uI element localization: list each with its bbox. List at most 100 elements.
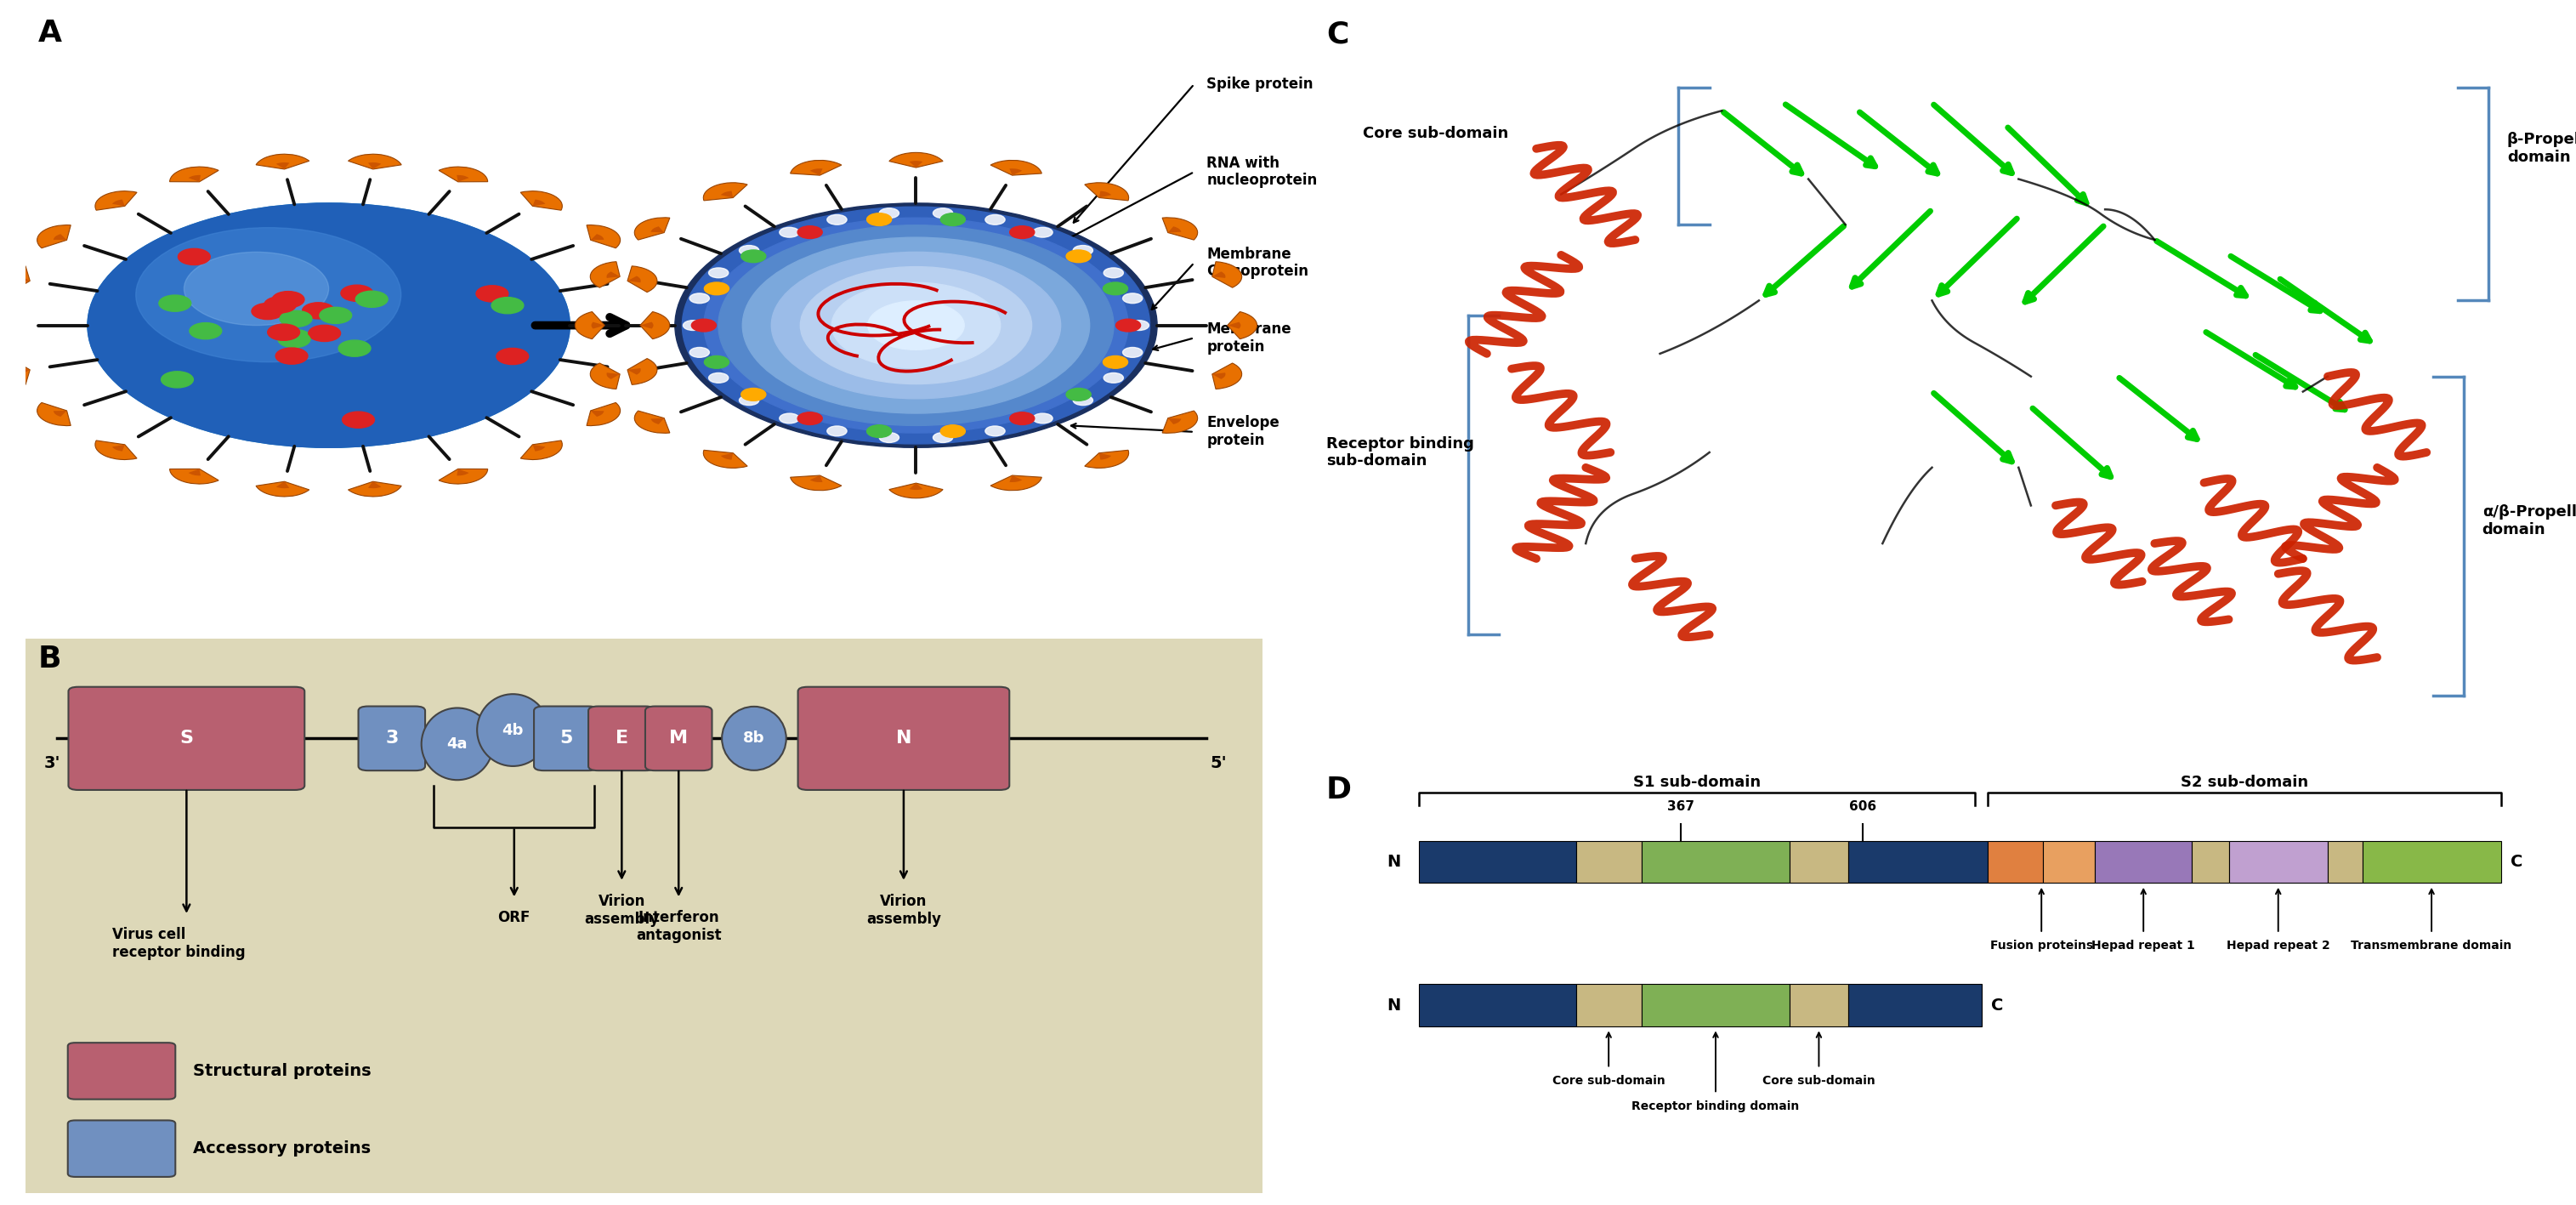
Circle shape (683, 207, 1149, 443)
Wedge shape (634, 411, 670, 433)
Text: D: D (1327, 776, 1352, 804)
Text: C: C (2512, 854, 2522, 870)
Circle shape (183, 252, 330, 325)
Circle shape (832, 283, 999, 368)
Circle shape (878, 208, 899, 218)
Wedge shape (992, 160, 1041, 175)
Text: Receptor binding
sub-domain: Receptor binding sub-domain (1327, 436, 1473, 469)
Text: Core sub-domain: Core sub-domain (1762, 1075, 1875, 1087)
Bar (1641, 984, 1790, 1027)
Wedge shape (909, 160, 922, 167)
Circle shape (497, 348, 528, 364)
Wedge shape (590, 363, 621, 389)
Circle shape (309, 325, 340, 341)
Text: N: N (1386, 854, 1401, 870)
Wedge shape (5, 322, 18, 329)
Wedge shape (639, 312, 670, 339)
Circle shape (252, 304, 283, 319)
Circle shape (111, 216, 546, 435)
Circle shape (1074, 246, 1092, 255)
Bar (2094, 841, 2192, 883)
Circle shape (160, 240, 497, 411)
Circle shape (1103, 268, 1123, 278)
Wedge shape (533, 200, 546, 206)
Circle shape (827, 427, 848, 436)
Wedge shape (809, 476, 822, 482)
Text: E: E (616, 730, 629, 747)
Text: Core sub-domain: Core sub-domain (1363, 125, 1510, 141)
Circle shape (88, 204, 569, 447)
Bar (1790, 984, 1847, 1027)
Circle shape (690, 347, 708, 358)
Circle shape (492, 298, 523, 313)
Circle shape (683, 321, 703, 330)
FancyBboxPatch shape (67, 1042, 175, 1099)
Wedge shape (54, 234, 67, 240)
Wedge shape (1162, 411, 1198, 433)
Text: Virion
assembly: Virion assembly (866, 894, 940, 927)
Text: 8b: 8b (744, 730, 765, 746)
Circle shape (719, 225, 1113, 425)
Wedge shape (791, 476, 842, 490)
Bar (1419, 984, 1577, 1027)
Wedge shape (276, 163, 289, 169)
Wedge shape (703, 451, 747, 468)
Circle shape (940, 213, 966, 225)
Circle shape (477, 286, 507, 301)
Circle shape (866, 425, 891, 437)
Circle shape (265, 296, 296, 313)
Wedge shape (1213, 363, 1242, 389)
Circle shape (1123, 293, 1144, 304)
Circle shape (240, 281, 417, 370)
Text: S: S (180, 730, 193, 747)
Circle shape (742, 237, 1090, 413)
Text: B: B (39, 645, 62, 674)
Text: 3: 3 (386, 730, 399, 747)
Wedge shape (36, 225, 70, 248)
Wedge shape (652, 418, 665, 424)
Text: β-Propeller
domain: β-Propeller domain (2506, 133, 2576, 165)
Text: ORF: ORF (497, 910, 531, 925)
Circle shape (265, 293, 394, 358)
Circle shape (1103, 282, 1128, 295)
Circle shape (152, 236, 505, 415)
Text: Virus cell
receptor binding: Virus cell receptor binding (113, 927, 245, 960)
Wedge shape (1213, 261, 1242, 288)
Wedge shape (629, 359, 657, 384)
FancyBboxPatch shape (644, 706, 711, 770)
Circle shape (690, 293, 708, 304)
Circle shape (258, 289, 402, 361)
Wedge shape (1226, 322, 1242, 329)
Wedge shape (533, 445, 546, 451)
Circle shape (1066, 388, 1090, 401)
Wedge shape (520, 441, 562, 459)
Circle shape (781, 228, 799, 237)
Bar (1989, 841, 2043, 883)
Circle shape (278, 331, 309, 347)
Ellipse shape (721, 706, 786, 770)
Circle shape (224, 272, 433, 378)
Circle shape (232, 276, 425, 375)
Wedge shape (1162, 218, 1198, 240)
Text: 5': 5' (1211, 756, 1226, 771)
Circle shape (739, 246, 760, 255)
Circle shape (88, 204, 569, 447)
Bar (2329, 841, 2362, 883)
Wedge shape (368, 482, 381, 488)
Wedge shape (590, 411, 603, 417)
Wedge shape (95, 192, 137, 210)
Wedge shape (95, 441, 137, 459)
Circle shape (355, 292, 389, 307)
Circle shape (247, 284, 410, 366)
Wedge shape (15, 369, 31, 375)
Wedge shape (188, 469, 201, 476)
Circle shape (276, 348, 307, 364)
Wedge shape (456, 175, 469, 182)
Bar (1577, 984, 1641, 1027)
Text: N: N (1386, 998, 1401, 1013)
Wedge shape (1226, 312, 1257, 339)
Circle shape (1033, 413, 1054, 423)
FancyBboxPatch shape (358, 706, 425, 770)
Wedge shape (992, 476, 1041, 490)
Wedge shape (605, 372, 621, 380)
